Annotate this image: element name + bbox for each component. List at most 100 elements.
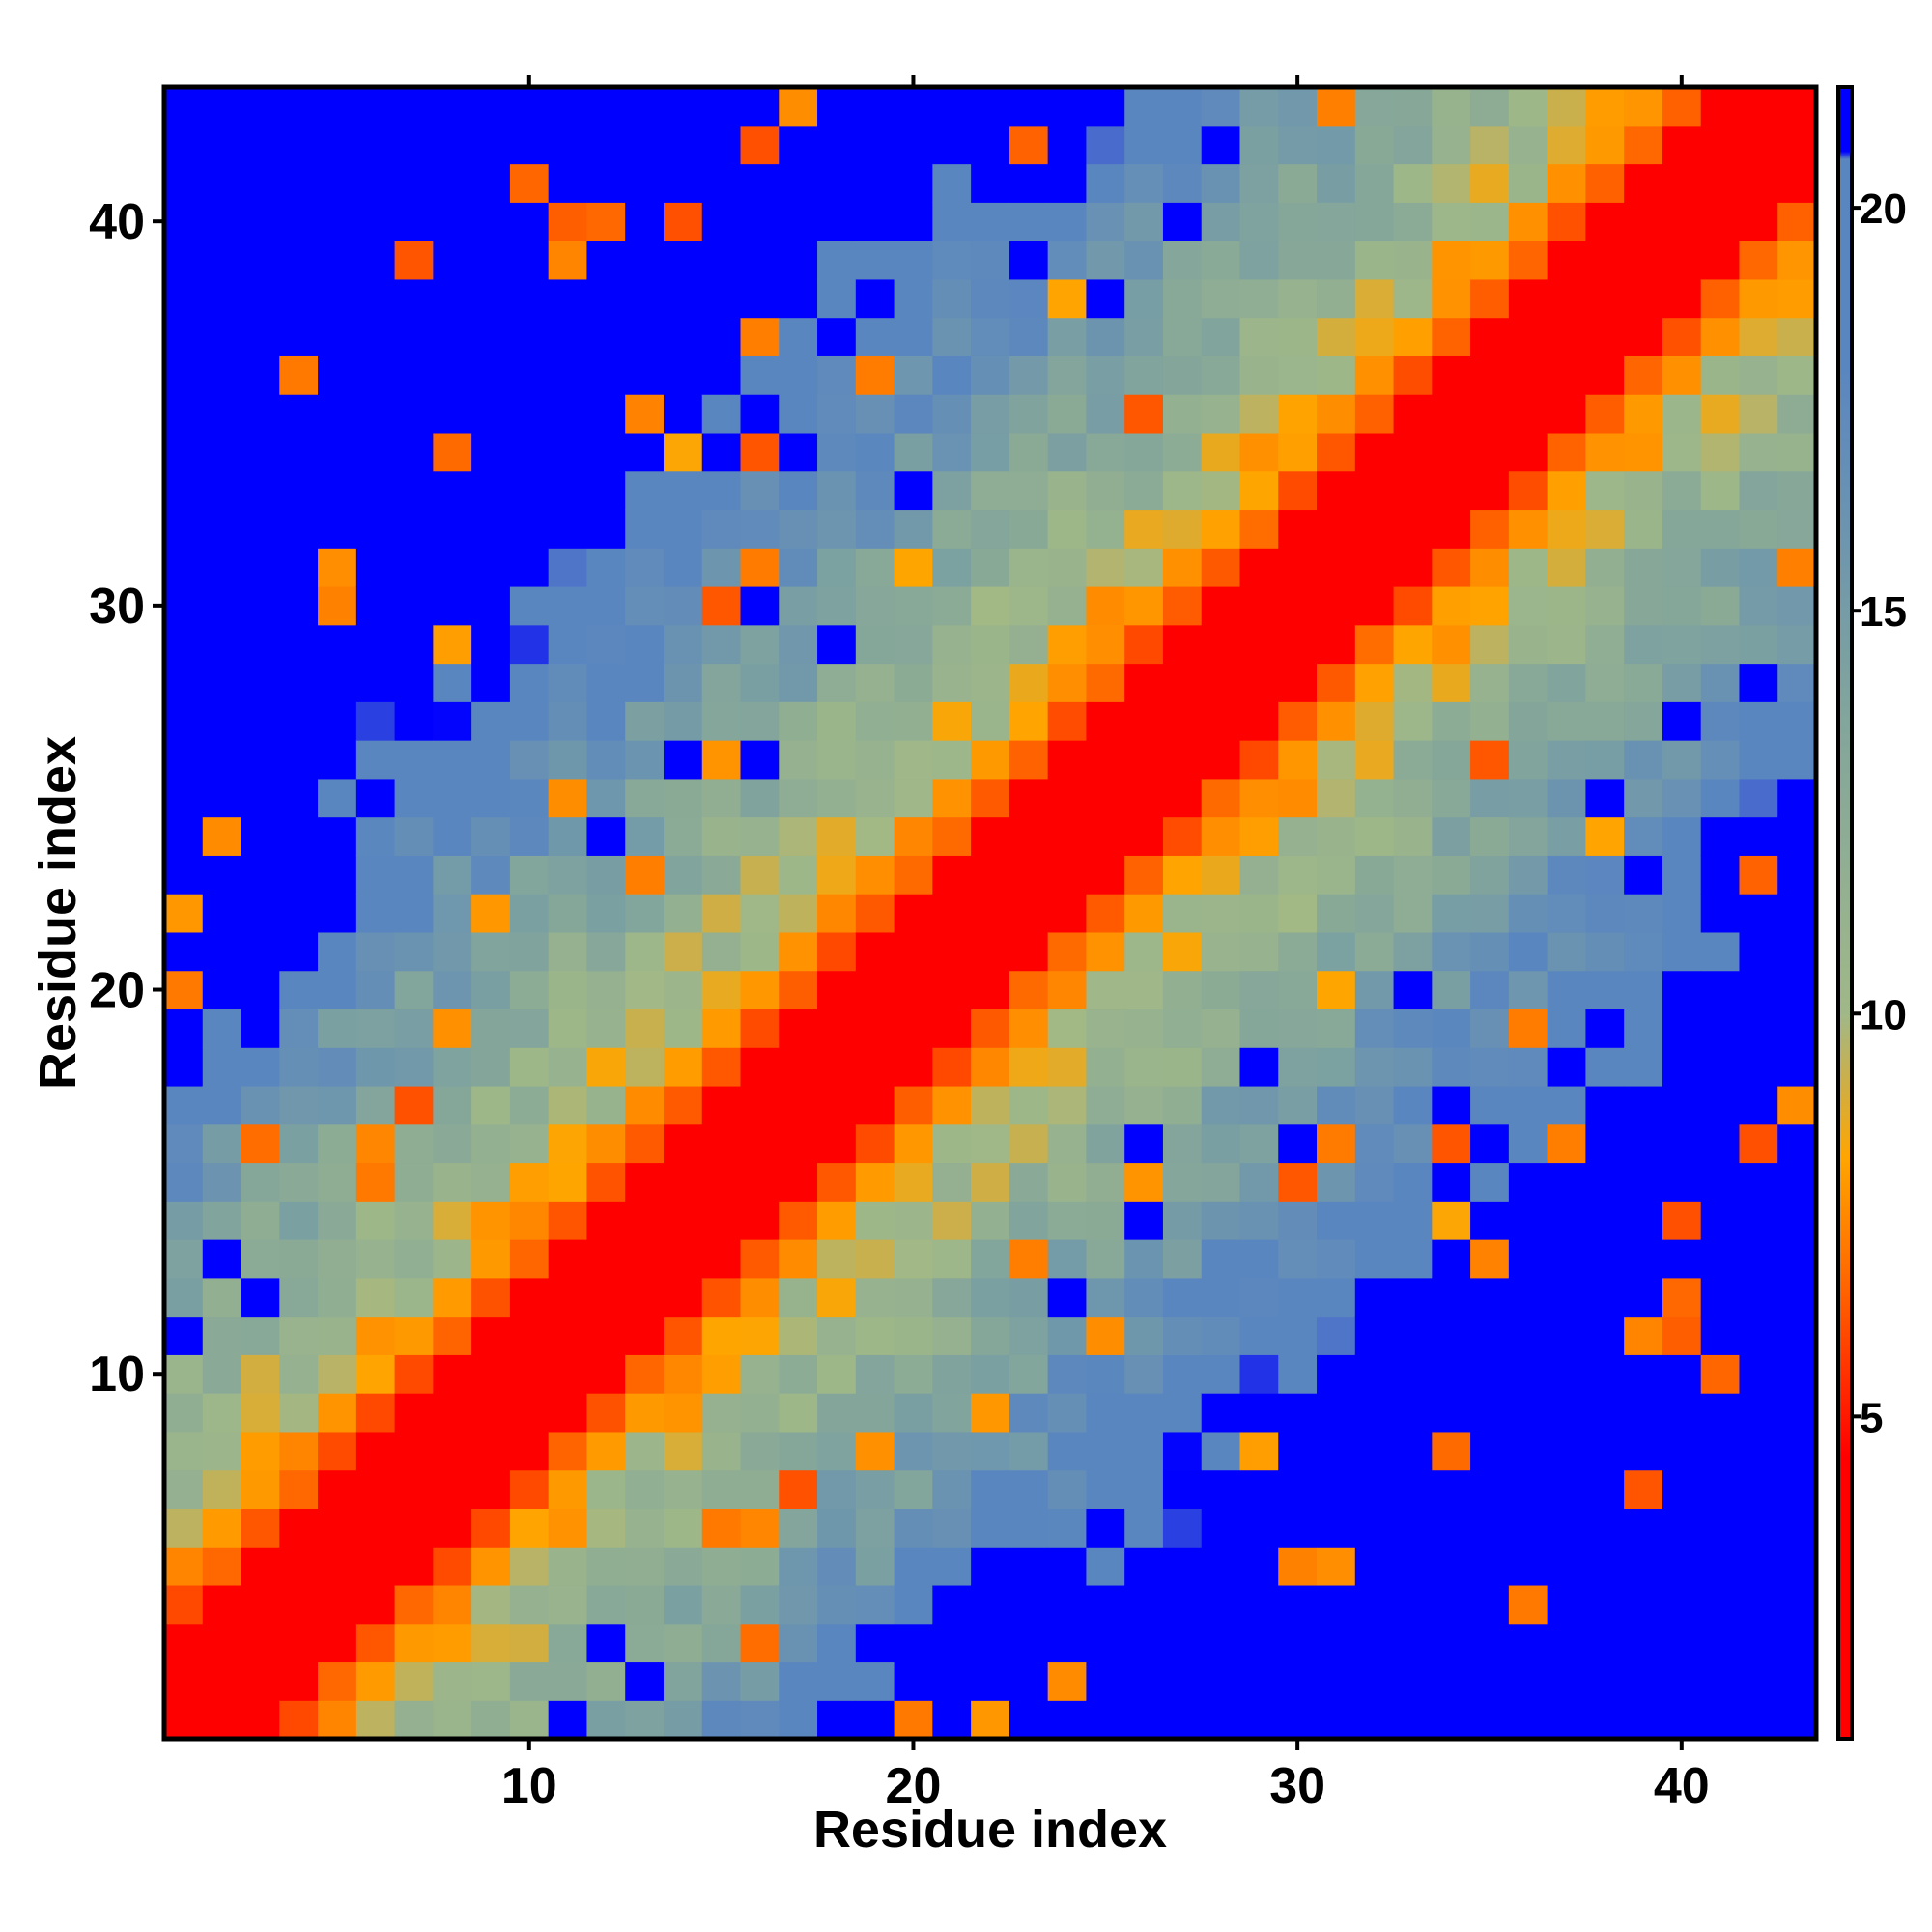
heatmap-cell (1662, 778, 1702, 818)
heatmap-cell (1662, 241, 1702, 280)
heatmap-cell (1585, 931, 1625, 972)
heatmap-cell (894, 740, 933, 780)
heatmap-cell (509, 1354, 550, 1394)
heatmap-cell (625, 509, 665, 549)
heatmap-cell (701, 87, 742, 127)
heatmap-cell (394, 355, 434, 395)
heatmap-cell (1508, 1047, 1548, 1087)
heatmap-cell (855, 317, 895, 356)
heatmap-cell (817, 202, 857, 242)
heatmap-cell (509, 1085, 550, 1125)
heatmap-cell (1662, 894, 1702, 933)
heatmap-cell (1086, 701, 1125, 741)
heatmap-cell (1086, 663, 1125, 702)
heatmap-cell (817, 855, 857, 895)
heatmap-cell (241, 778, 280, 818)
heatmap-cell (1317, 970, 1356, 1010)
heatmap-cell (1700, 1316, 1741, 1355)
heatmap-cell (1470, 432, 1510, 472)
heatmap-cell (471, 931, 511, 972)
heatmap-cell (701, 278, 742, 319)
heatmap-cell (1470, 1239, 1510, 1279)
heatmap-cell (817, 432, 857, 472)
heatmap-cell (932, 1316, 972, 1355)
heatmap-cell (1124, 1700, 1164, 1740)
heatmap-cell (586, 585, 626, 626)
heatmap-cell (1239, 1354, 1279, 1394)
heatmap-cell (394, 1662, 434, 1701)
heatmap-cell (971, 855, 1010, 895)
heatmap-cell (241, 1662, 280, 1701)
heatmap-cell (471, 1009, 511, 1048)
heatmap-cell (1086, 778, 1125, 818)
heatmap-cell (164, 585, 204, 626)
heatmap-cell (1393, 1009, 1433, 1048)
heatmap-cell (1777, 509, 1817, 549)
heatmap-cell (318, 624, 357, 665)
heatmap-cell (1393, 740, 1433, 780)
heatmap-cell (1354, 585, 1395, 626)
heatmap-cell (1278, 663, 1318, 702)
heatmap-cell (817, 663, 857, 702)
heatmap-cell (471, 163, 511, 203)
heatmap-cell (1700, 970, 1741, 1010)
heatmap-cell (1393, 894, 1433, 933)
heatmap-cell (1739, 1547, 1778, 1586)
heatmap-cell (164, 548, 204, 587)
heatmap-cell (932, 1431, 972, 1471)
heatmap-cell (740, 1431, 780, 1471)
heatmap-cell (1547, 1354, 1586, 1394)
heatmap-cell (471, 970, 511, 1010)
heatmap-cell (1700, 163, 1741, 203)
heatmap-cell (1201, 278, 1241, 319)
heatmap-cell (202, 470, 242, 511)
heatmap-cell (1393, 432, 1433, 472)
heatmap-cell (971, 1662, 1010, 1701)
heatmap-cell (548, 317, 588, 356)
heatmap-cell (1624, 355, 1663, 395)
heatmap-cell (1239, 317, 1279, 356)
heatmap-cell (1585, 1508, 1625, 1548)
heatmap-cell (1624, 548, 1663, 587)
heatmap-cell (241, 970, 280, 1010)
heatmap-cell (625, 663, 665, 702)
heatmap-cell (202, 585, 242, 626)
heatmap-cell (394, 1547, 434, 1586)
heatmap-cell (1662, 1085, 1702, 1125)
heatmap-cell (625, 87, 665, 127)
heatmap-cell (1662, 1009, 1702, 1048)
heatmap-cell (1278, 87, 1318, 127)
heatmap-cell (318, 1277, 357, 1318)
heatmap-cell (509, 1047, 550, 1087)
heatmap-cell (1009, 624, 1049, 665)
heatmap-cell (202, 1623, 242, 1663)
heatmap-cell (355, 1047, 396, 1087)
heatmap-cell (1624, 740, 1663, 780)
heatmap-cell (433, 355, 472, 395)
heatmap-cell (779, 1623, 818, 1663)
heatmap-cell (1009, 1239, 1049, 1279)
heatmap-cell (1508, 1508, 1548, 1548)
heatmap-cell (1047, 970, 1088, 1010)
heatmap-cell (202, 1239, 242, 1279)
heatmap-cell (1700, 241, 1741, 280)
heatmap-cell (817, 125, 857, 165)
heatmap-cell (1547, 1547, 1586, 1586)
heatmap-cell (355, 278, 396, 319)
heatmap-cell (1432, 1584, 1471, 1625)
heatmap-cell (1009, 1662, 1049, 1701)
heatmap-cell (701, 432, 742, 472)
heatmap-cell (1508, 663, 1548, 702)
heatmap-cell (1354, 1508, 1395, 1548)
heatmap-cell (701, 1469, 742, 1509)
heatmap-cell (1432, 509, 1471, 549)
heatmap-cell (894, 1239, 933, 1279)
heatmap-cell (1278, 1239, 1318, 1279)
heatmap-cell (548, 1623, 588, 1663)
heatmap-cell (1047, 432, 1088, 472)
heatmap-cell (1354, 855, 1395, 895)
heatmap-cell (1086, 125, 1125, 165)
heatmap-cell (241, 394, 280, 434)
heatmap-cell (433, 278, 472, 319)
heatmap-cell (1624, 1584, 1663, 1625)
